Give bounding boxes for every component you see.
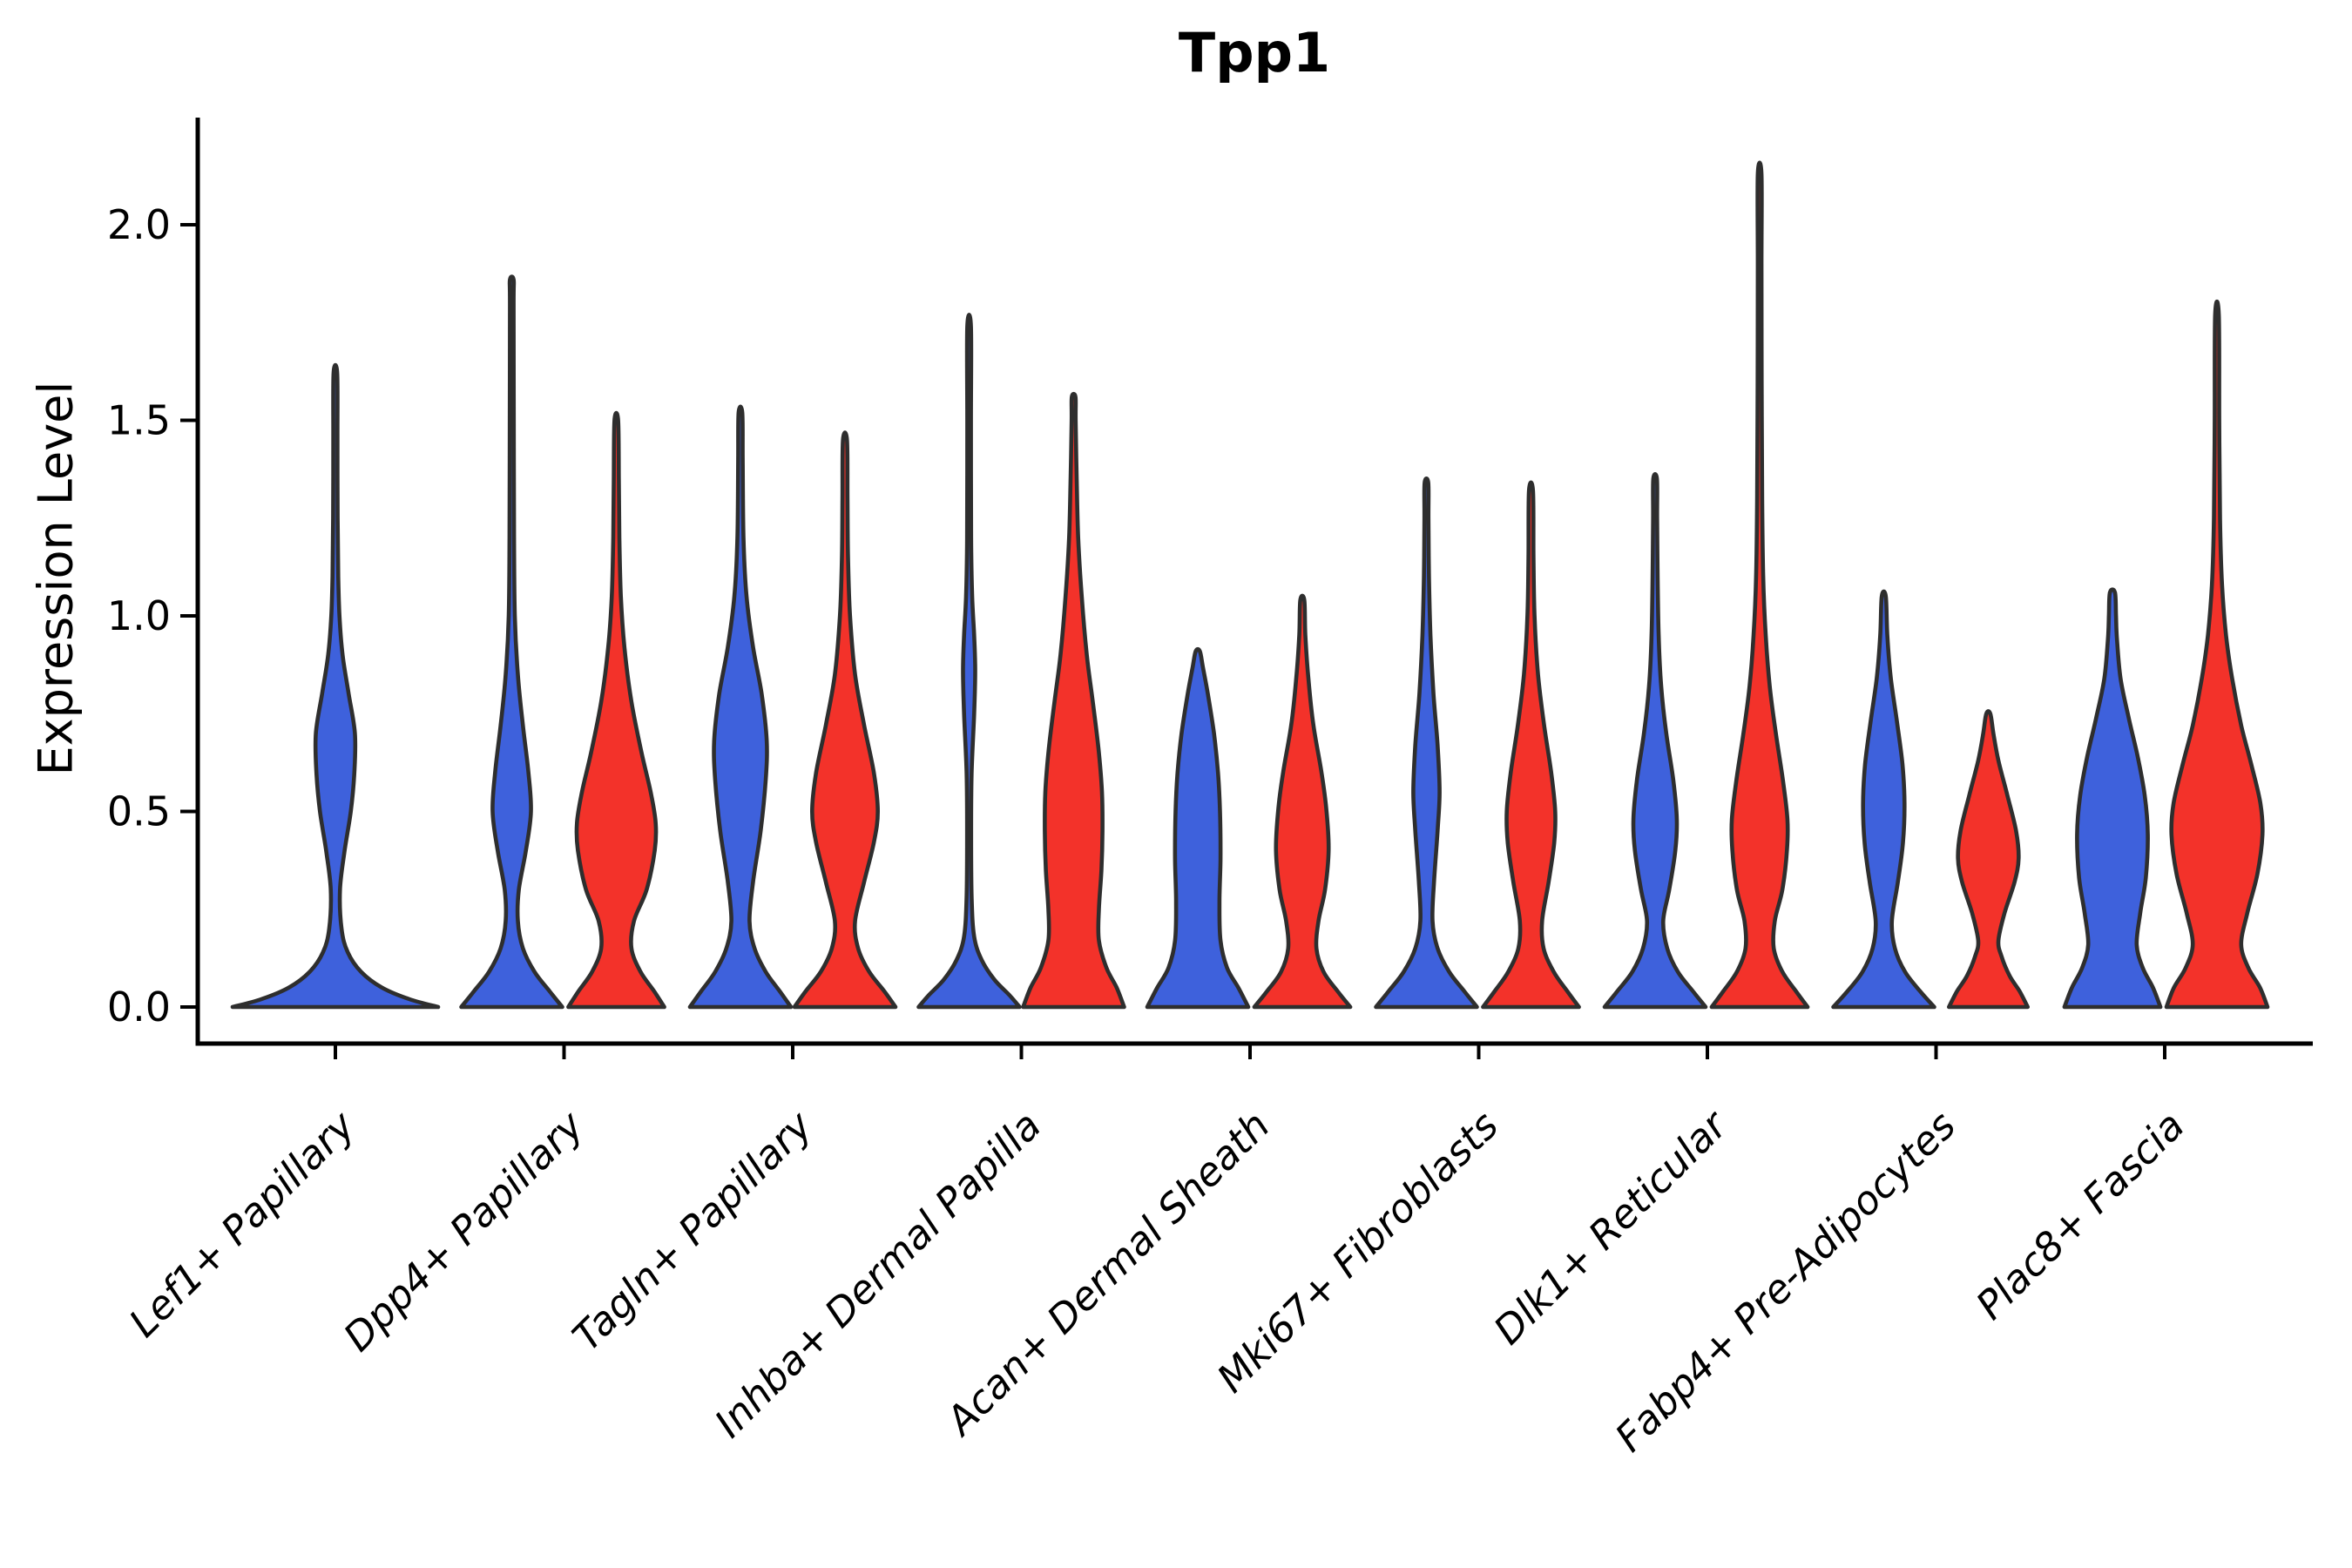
x-category-label: Plac8+ Fascia xyxy=(1967,1102,2193,1328)
y-axis-title: Expression Level xyxy=(28,381,84,776)
violin-red-6 xyxy=(1709,160,1810,1010)
x-category-label: Lef1+ Papillary xyxy=(120,1101,365,1346)
violin-red-3 xyxy=(1021,392,1126,1010)
violin-blue-1 xyxy=(459,274,564,1010)
violin-blue-6 xyxy=(1602,471,1708,1010)
violin-blue-4 xyxy=(1145,646,1251,1010)
x-category-label: Dpp4+ Papillary xyxy=(335,1101,593,1360)
y-tick-label: 1.0 xyxy=(107,592,171,639)
violin-red-7 xyxy=(1947,709,2030,1010)
violin-blue-5 xyxy=(1374,476,1479,1010)
violin-red-1 xyxy=(566,410,666,1010)
chart-title: Tpp1 xyxy=(1178,21,1331,84)
violin-blue-0 xyxy=(230,362,441,1010)
violin-blue-3 xyxy=(916,312,1022,1010)
y-tick-label: 1.5 xyxy=(107,397,171,444)
violin-blue-8 xyxy=(2062,587,2163,1010)
y-tick-label: 2.0 xyxy=(107,201,171,248)
violin-red-8 xyxy=(2164,299,2270,1010)
violin-red-2 xyxy=(792,430,898,1010)
x-category-label: Tagln+ Papillary xyxy=(564,1101,822,1360)
y-tick-label: 0.0 xyxy=(107,983,171,1031)
x-category-label: Dlk1+ Reticular xyxy=(1484,1101,1737,1354)
violin-red-4 xyxy=(1252,593,1353,1010)
violin-blue-2 xyxy=(687,404,794,1010)
y-tick-label: 0.5 xyxy=(107,788,171,835)
violin-blue-7 xyxy=(1831,589,1936,1010)
violin-red-5 xyxy=(1481,480,1581,1010)
